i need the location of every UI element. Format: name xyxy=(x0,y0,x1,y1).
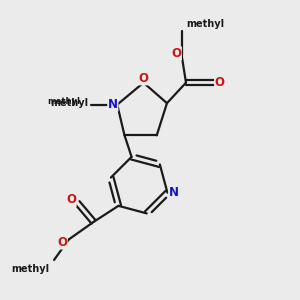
Text: N: N xyxy=(108,98,118,111)
Text: methyl: methyl xyxy=(11,264,50,274)
Text: O: O xyxy=(139,72,148,85)
Text: O: O xyxy=(66,194,76,206)
Text: N: N xyxy=(169,186,179,199)
Text: O: O xyxy=(215,76,225,89)
Text: O: O xyxy=(171,47,181,60)
Text: O: O xyxy=(57,236,67,249)
Text: methyl: methyl xyxy=(48,97,81,106)
Text: methyl: methyl xyxy=(186,19,224,28)
Text: methyl: methyl xyxy=(50,98,88,108)
